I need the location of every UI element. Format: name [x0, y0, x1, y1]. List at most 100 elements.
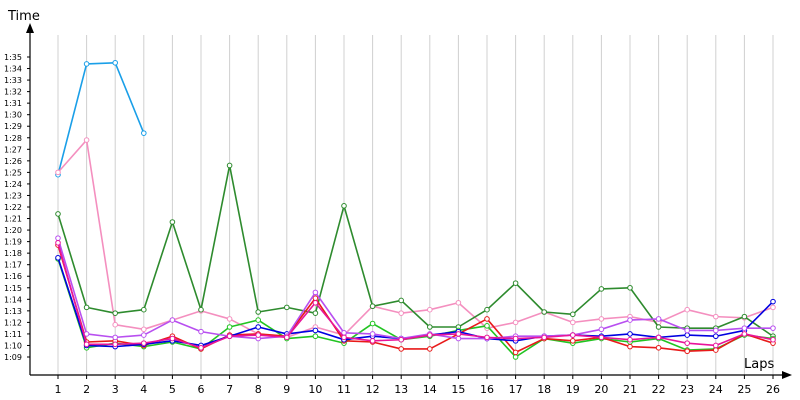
series-line — [57, 164, 774, 337]
series-line — [57, 237, 773, 340]
data-point — [598, 326, 605, 333]
data-point — [312, 289, 319, 296]
data-point — [312, 295, 319, 301]
x-tick-label: 1 — [55, 383, 62, 396]
data-point — [512, 354, 519, 360]
x-tick-label: 19 — [566, 383, 580, 396]
data-point — [55, 254, 61, 261]
data-point — [770, 298, 776, 305]
y-tick-label: 1:09 — [4, 353, 22, 362]
data-point — [541, 309, 548, 315]
data-point — [512, 349, 519, 356]
x-tick-label: 12 — [366, 383, 380, 396]
data-point — [226, 333, 233, 340]
data-point — [484, 323, 490, 329]
data-point — [55, 211, 61, 217]
data-point — [570, 311, 576, 318]
x-tick-label: 11 — [337, 383, 351, 396]
x-tick-label: 23 — [680, 383, 694, 396]
data-point — [83, 61, 90, 67]
data-point — [198, 306, 204, 313]
data-point — [55, 235, 61, 241]
data-point — [112, 59, 118, 66]
data-point — [169, 335, 176, 342]
data-point — [484, 334, 490, 341]
data-point — [284, 334, 290, 341]
data-point — [341, 334, 347, 341]
axes — [26, 23, 792, 379]
series-6 — [55, 254, 776, 350]
data-point — [684, 327, 691, 334]
x-tick-label: 26 — [766, 383, 780, 396]
x-tick-label: 16 — [480, 383, 494, 396]
data-point — [627, 331, 633, 337]
data-point — [141, 340, 147, 346]
x-tick-label: 22 — [652, 383, 666, 396]
data-point — [398, 336, 405, 343]
data-point — [570, 332, 576, 338]
data-point — [83, 341, 90, 348]
y-tick-label: 1:28 — [4, 134, 22, 143]
data-point — [484, 316, 490, 322]
data-point — [655, 344, 662, 351]
y-tick-label: 1:11 — [4, 330, 22, 339]
x-tick-label: 20 — [594, 383, 608, 396]
data-point — [770, 336, 776, 343]
data-point — [312, 299, 319, 306]
y-tick-label: 1:21 — [4, 215, 22, 224]
data-point — [512, 335, 519, 342]
data-point — [570, 338, 576, 344]
data-point — [369, 338, 376, 344]
data-point — [141, 326, 147, 333]
x-tick-label: 7 — [226, 383, 233, 396]
data-point — [169, 317, 176, 323]
y-tick-label: 1:14 — [4, 295, 22, 304]
x-tick-label: 18 — [537, 383, 551, 396]
data-point — [112, 321, 118, 328]
data-point — [369, 303, 376, 310]
y-tick-label: 1:20 — [4, 226, 22, 235]
x-tick-label: 15 — [451, 383, 465, 396]
data-point — [770, 325, 776, 331]
data-point — [369, 331, 376, 337]
data-point — [169, 219, 176, 225]
data-point — [312, 310, 319, 316]
x-tick-label: 6 — [198, 383, 205, 396]
x-tick-label: 25 — [737, 383, 751, 396]
data-point — [713, 313, 719, 320]
y-tick-label: 1:27 — [4, 145, 22, 154]
y-tick-label: 1:32 — [4, 88, 22, 97]
data-point — [141, 306, 147, 313]
data-point — [598, 334, 605, 341]
data-point — [627, 317, 633, 323]
data-point — [427, 346, 433, 352]
data-point — [741, 313, 748, 320]
data-point — [284, 304, 290, 311]
data-point — [655, 324, 662, 330]
data-point — [83, 304, 90, 311]
series-line — [57, 242, 774, 349]
data-point — [455, 335, 462, 342]
y-tick-label: 1:29 — [4, 122, 22, 131]
data-point — [398, 297, 405, 304]
data-point — [655, 334, 662, 341]
data-point — [55, 239, 61, 246]
data-point — [684, 332, 691, 338]
data-point — [598, 286, 605, 292]
series-line — [57, 61, 145, 175]
y-tick-label: 1:34 — [4, 65, 22, 74]
x-tick-label: 2 — [83, 383, 90, 396]
data-point — [312, 327, 319, 334]
data-point — [226, 162, 233, 169]
data-point — [83, 331, 90, 337]
series-lines — [55, 59, 776, 360]
y-tick-label: 1:23 — [4, 191, 22, 200]
x-tick-label: 3 — [112, 383, 119, 396]
data-point — [713, 333, 719, 340]
y-axis-title: Time — [7, 9, 40, 24]
y-tick-label: 1:10 — [4, 341, 22, 350]
data-point — [255, 317, 262, 323]
data-point — [627, 343, 633, 350]
data-point — [627, 284, 633, 291]
